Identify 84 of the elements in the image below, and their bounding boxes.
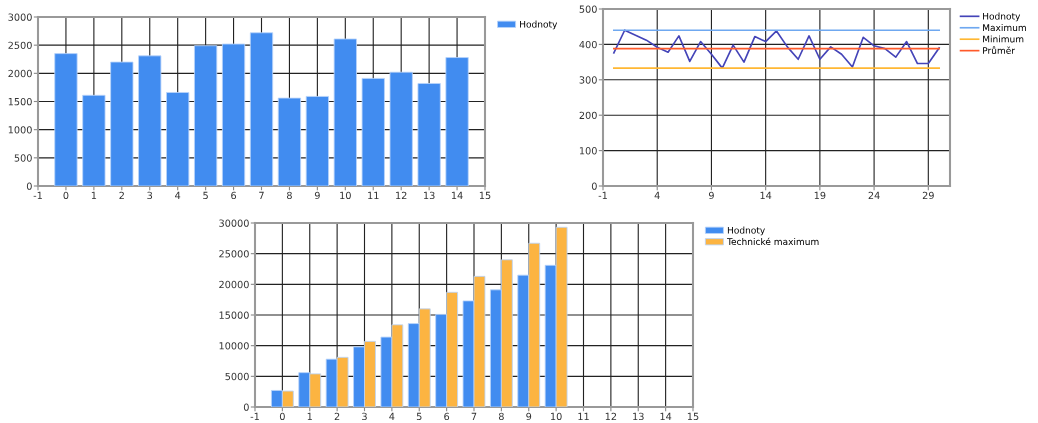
x-tick-label: 8 — [287, 191, 292, 200]
x-tick-label: 6 — [444, 412, 450, 421]
x-tick-label: 7 — [259, 191, 264, 199]
x-tick-label: 15 — [687, 412, 699, 421]
x-tick-label: 24 — [868, 191, 880, 199]
bar — [249, 32, 274, 186]
legend-label: Hodnoty — [727, 226, 765, 236]
legend-label: Průměr — [983, 46, 1015, 54]
x-tick-label: 7 — [471, 412, 477, 420]
y-tick-label: 0 — [591, 182, 597, 190]
legend-label: Hodnoty — [983, 12, 1021, 22]
bar — [82, 94, 106, 186]
x-tick-label: 0 — [63, 191, 69, 200]
x-tick-label: 10 — [551, 412, 562, 421]
x-tick-label: 11 — [368, 191, 379, 199]
bar — [194, 45, 218, 186]
x-tick-label: -1 — [250, 412, 259, 420]
bar — [277, 97, 302, 186]
bar — [138, 55, 162, 186]
x-tick-label: 4 — [175, 191, 181, 199]
x-tick-label: 5 — [203, 191, 208, 200]
x-tick-label: 2 — [119, 191, 124, 199]
x-tick-label: 13 — [633, 412, 644, 421]
x-tick-label: 10 — [340, 191, 351, 200]
x-tick-label: 12 — [396, 191, 407, 199]
y-tick-label: 10000 — [219, 342, 249, 350]
x-tick-label: 14 — [660, 412, 672, 420]
bar — [166, 92, 190, 186]
x-tick-label: 12 — [605, 412, 617, 420]
legend-label: Minimum — [983, 35, 1024, 43]
y-tick-label: 100 — [579, 147, 597, 155]
line-series — [613, 29, 940, 69]
x-tick-label: 0 — [279, 412, 285, 421]
y-tick-label: 300 — [579, 76, 597, 84]
x-tick-label: 11 — [578, 412, 589, 420]
x-tick-label: 13 — [424, 191, 435, 200]
x-tick-label: 4 — [654, 191, 660, 199]
y-tick-label: 15000 — [219, 311, 249, 319]
x-tick-label: 5 — [416, 412, 422, 421]
y-tick-label: 30000 — [219, 219, 249, 227]
y-tick-label: 3000 — [8, 13, 32, 21]
y-tick-label: 400 — [579, 40, 597, 49]
x-tick-label: -1 — [598, 191, 607, 199]
y-tick-label: 1000 — [8, 126, 32, 134]
bar — [54, 53, 78, 186]
bar — [389, 71, 413, 186]
y-tick-label: 0 — [26, 182, 32, 190]
x-tick-label: 3 — [362, 412, 367, 421]
legend-label: Maximum — [983, 24, 1026, 32]
x-tick-label: 9 — [708, 191, 714, 200]
x-tick-label: 1 — [307, 412, 312, 420]
x-tick-label: 9 — [314, 191, 320, 200]
x-tick-label: 4 — [389, 412, 395, 420]
x-tick-label: 14 — [760, 191, 772, 199]
bar — [333, 38, 357, 186]
y-tick-label: 1500 — [8, 97, 32, 106]
y-tick-label: 2500 — [8, 41, 32, 49]
x-tick-label: 2 — [334, 412, 340, 420]
bar — [361, 77, 385, 186]
x-tick-label: 29 — [922, 191, 934, 200]
x-tick-label: -1 — [33, 191, 42, 199]
x-tick-label: 19 — [814, 191, 826, 200]
x-tick-label: 15 — [479, 191, 491, 200]
bar — [417, 83, 441, 186]
bar — [305, 96, 329, 186]
x-tick-label: 3 — [147, 191, 153, 200]
legend-label: Technické maximum — [727, 237, 819, 246]
x-tick-label: 1 — [91, 191, 97, 199]
x-tick-label: 6 — [231, 191, 237, 200]
bar — [110, 61, 134, 186]
y-tick-label: 5000 — [225, 372, 249, 381]
y-tick-label: 25000 — [219, 250, 249, 258]
legend-label: Hodnoty — [520, 20, 558, 30]
y-tick-label: 2000 — [8, 69, 32, 78]
y-tick-label: 200 — [579, 111, 597, 120]
y-tick-label: 500 — [14, 154, 32, 162]
y-tick-label: 500 — [579, 5, 597, 13]
x-tick-label: 9 — [526, 412, 532, 421]
bar — [445, 57, 469, 186]
y-tick-label: 0 — [243, 403, 249, 411]
x-tick-label: 14 — [451, 191, 463, 199]
bar — [221, 43, 246, 186]
x-tick-label: 8 — [498, 412, 504, 421]
y-tick-label: 20000 — [219, 280, 249, 289]
